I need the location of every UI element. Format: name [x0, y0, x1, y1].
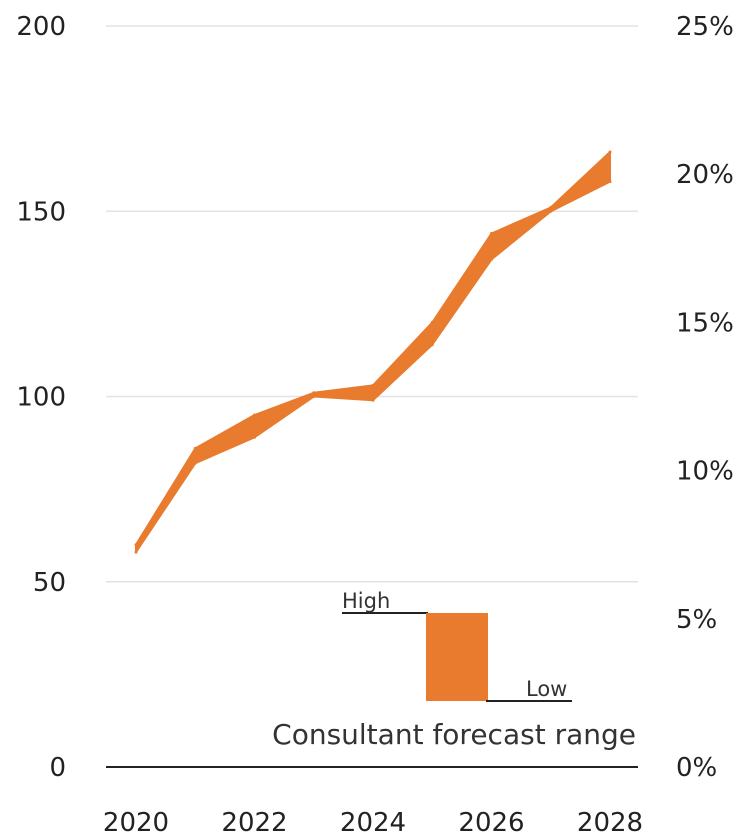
forecast-range-area — [135, 151, 611, 554]
grid-lines — [106, 25, 638, 583]
data-point-high-2020 — [134, 543, 138, 547]
forecast-band — [134, 150, 612, 554]
legend-range-swatch — [426, 613, 488, 701]
x-tick-label-2020: 2020 — [103, 808, 169, 837]
data-point-low-2024 — [371, 398, 375, 402]
data-point-low-2021 — [193, 461, 197, 465]
legend-low-label: Low — [526, 677, 567, 701]
y2-tick-label-5: 25% — [676, 12, 734, 42]
data-point-low-2023 — [312, 395, 316, 398]
legend: High Low Consultant forecast range — [272, 589, 636, 751]
data-point-high-2025 — [430, 320, 434, 324]
y2-tick-label-4: 20% — [676, 160, 734, 190]
y2-tick-label-0: 0% — [676, 753, 717, 783]
data-point-high-2024 — [371, 383, 375, 387]
data-point-high-2023 — [312, 391, 316, 395]
y2-tick-label-3: 15% — [676, 308, 734, 338]
y2-tick-label-1: 5% — [676, 605, 717, 635]
y-tick-label-100: 100 — [16, 383, 66, 413]
y-tick-label-50: 50 — [33, 568, 66, 598]
data-point-low-2022 — [253, 435, 256, 439]
legend-caption: Consultant forecast range — [272, 718, 636, 751]
data-point-low-2026 — [490, 257, 493, 261]
data-point-low-2027 — [549, 209, 553, 213]
x-tick-label-2022: 2022 — [221, 808, 287, 837]
data-point-low-2025 — [430, 343, 434, 347]
data-point-low-2028 — [608, 180, 612, 184]
data-point-high-2026 — [490, 231, 493, 235]
x-tick-label-2026: 2026 — [458, 808, 524, 837]
x-tick-label-2024: 2024 — [340, 808, 406, 837]
data-point-high-2027 — [549, 206, 553, 210]
axes: 0 50 100 150 200 0% 5% 10% 15% 20% 25% 2020 2022 2024… — [16, 12, 733, 837]
y-tick-label-200: 200 — [16, 12, 66, 42]
data-point-low-2020 — [134, 550, 138, 554]
data-point-high-2022 — [253, 413, 256, 417]
y2-tick-label-2: 10% — [676, 457, 734, 487]
y-tick-label-150: 150 — [16, 197, 66, 227]
legend-high-label: High — [342, 589, 390, 613]
data-point-high-2021 — [193, 446, 197, 450]
y-tick-label-0: 0 — [49, 753, 66, 783]
data-point-high-2028 — [608, 150, 612, 154]
x-tick-label-2028: 2028 — [577, 808, 643, 837]
